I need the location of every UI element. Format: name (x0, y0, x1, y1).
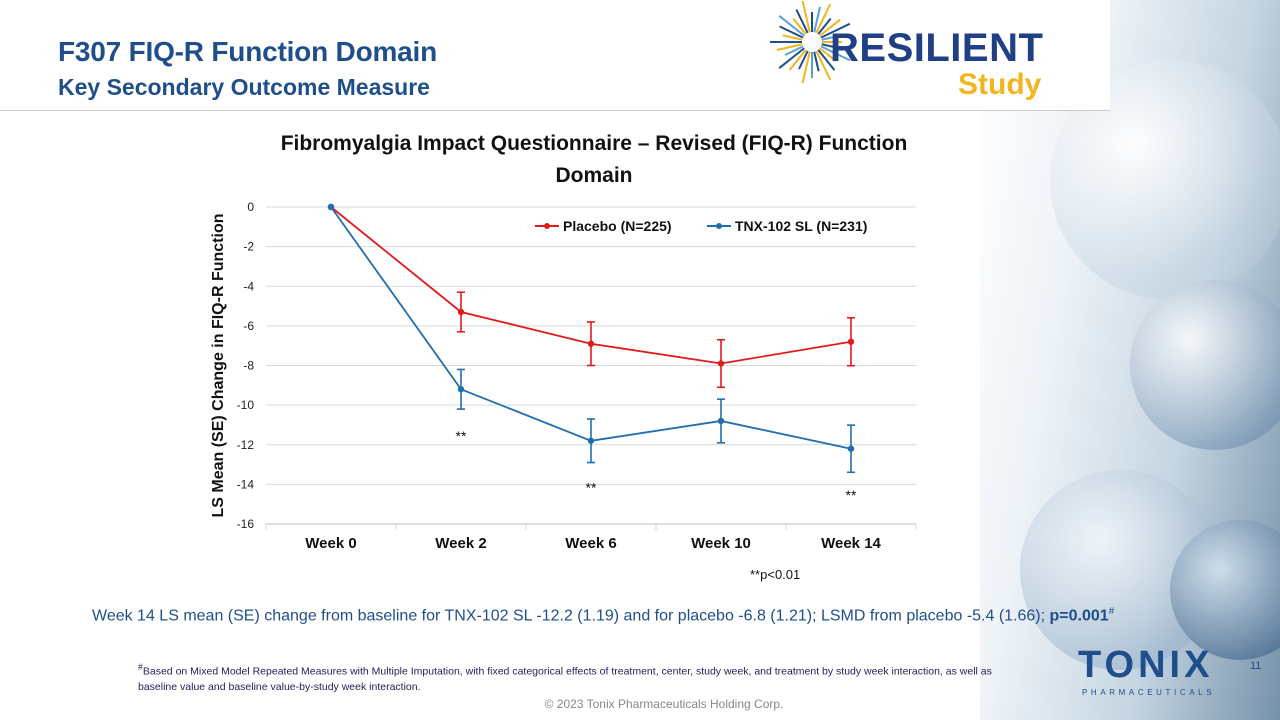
logo-ray (821, 34, 842, 41)
data-point (717, 417, 725, 425)
logo-ray (792, 17, 807, 35)
logo-ray (820, 22, 851, 39)
line-chart: 0 -2 -4 -6 -8 -10 -12 -14 -16 Week 0 Week 2 Week 6 W… (210, 200, 917, 552)
legend-label: Placebo (N=225) (563, 218, 672, 234)
data-point (327, 203, 335, 211)
legend-marker (716, 223, 722, 229)
logo-ray (778, 15, 805, 37)
legend-marker (544, 223, 550, 229)
y-tick-label: -12 (237, 438, 255, 452)
y-tick-label: 0 (247, 200, 254, 214)
data-point (847, 445, 855, 452)
x-tick-label: Week 14 (821, 535, 881, 552)
significance-marker: ** (456, 428, 467, 444)
data-point (717, 360, 725, 367)
logo-ray (817, 17, 832, 35)
y-axis-label: LS Mean (SE) Change in FIQ-R Function (210, 214, 227, 518)
summary-footnote-mark: # (1108, 606, 1115, 617)
logo-ray (813, 6, 821, 33)
y-tick-label: -6 (243, 319, 254, 333)
y-tick-label: -10 (237, 398, 255, 412)
logo-ray (819, 47, 837, 62)
logo-ray (817, 49, 836, 71)
footnote-mark: # (138, 662, 143, 672)
summary-pvalue: p=0.001 (1049, 607, 1109, 625)
header-band (0, 0, 1110, 110)
logo-ray (795, 9, 809, 34)
data-point (457, 308, 465, 316)
logo-ray (815, 50, 832, 81)
slide-subtitle: Key Secondary Outcome Measure (58, 74, 430, 100)
slide-title: F307 FIQ-R Function Domain (58, 36, 438, 67)
chart-title: Fibromyalgia Impact Questionnaire – Revi… (280, 132, 908, 187)
footnote-text: Based on Mixed Model Repeated Measures w… (138, 665, 992, 693)
data-point (847, 338, 855, 345)
data-point (587, 437, 595, 444)
logo-resilient: RESILIENT (830, 26, 1044, 70)
significance-marker: ** (846, 487, 857, 503)
footnote: #Based on Mixed Model Repeated Measures … (138, 660, 1008, 695)
background-decoration (980, 0, 1280, 720)
logo-ray (820, 45, 851, 62)
logo-ray (815, 3, 832, 34)
x-tick-label: Week 0 (305, 535, 356, 552)
x-tick-label: Week 2 (435, 535, 486, 552)
logo-ray (779, 25, 804, 39)
x-tick-label: Week 10 (691, 535, 751, 552)
y-tick-label: -4 (243, 279, 254, 293)
logo-ray (819, 18, 841, 37)
logo-ray (801, 0, 811, 33)
tonix-logo: TONIX (1078, 644, 1214, 686)
logo-ray (782, 34, 803, 41)
logo-ray (784, 45, 804, 56)
sunburst-logo-icon (770, 0, 851, 84)
logo-ray (776, 43, 803, 51)
y-tick-label: -8 (243, 359, 254, 373)
header-divider (0, 110, 1110, 111)
summary-body: Week 14 LS mean (SE) change from baselin… (92, 607, 1046, 625)
y-tick-label: -2 (243, 240, 254, 254)
logo-ray (778, 47, 805, 69)
y-tick-label: -14 (237, 477, 255, 491)
legend-label: TNX-102 SL (N=231) (735, 218, 867, 234)
tonix-logo-subtitle: PHARMACEUTICALS (1082, 688, 1216, 697)
logo-ray (788, 49, 807, 71)
data-point (587, 340, 595, 347)
logo-ray (801, 51, 811, 84)
summary-text: Week 14 LS mean (SE) change from baselin… (92, 606, 1114, 625)
data-point (457, 386, 465, 393)
copyright: © 2023 Tonix Pharmaceuticals Holding Cor… (544, 697, 784, 711)
significance-footnote: **p<0.01 (750, 567, 801, 582)
logo-study: Study (958, 68, 1042, 101)
logo-ray (821, 43, 848, 51)
x-tick-label: Week 6 (565, 535, 616, 552)
y-tick-label: -16 (237, 517, 255, 531)
significance-marker: ** (586, 479, 597, 495)
page-number: 11 (1250, 660, 1262, 672)
logo-ray (813, 51, 820, 72)
logo-ray (798, 50, 809, 70)
